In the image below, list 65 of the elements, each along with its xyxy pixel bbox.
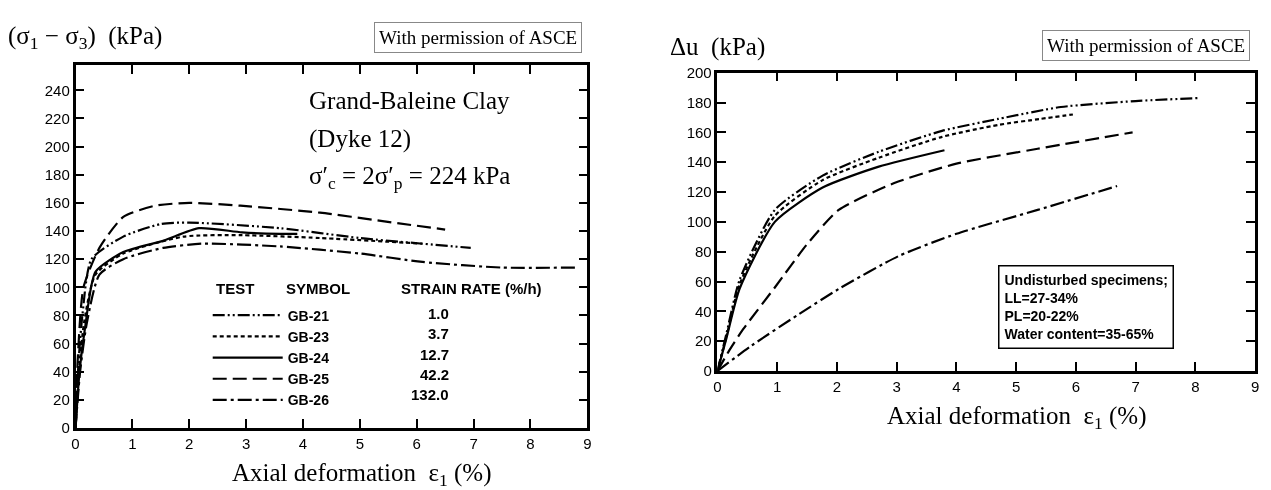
y-tick-label: 140	[686, 153, 712, 171]
x-tick-label: 1	[773, 377, 782, 395]
annotation: 1.0	[428, 305, 449, 322]
legend-label: GB-25	[287, 371, 330, 388]
y-tick-label: 100	[686, 213, 712, 231]
y-tick-label: 160	[686, 123, 712, 141]
x-tick-label: 9	[583, 434, 592, 452]
annotation: 42.2	[420, 366, 450, 383]
text: With permission of ASCE	[379, 27, 578, 48]
y-tick-label: 40	[53, 362, 70, 380]
x-tick-label: 4	[298, 434, 308, 452]
legend-label: GB-26	[287, 392, 330, 409]
x-tick-label: 7	[1131, 377, 1140, 395]
x-tick-label: 8	[1191, 377, 1200, 395]
x-tick-label: 6	[1071, 377, 1081, 395]
x-tick-label: 5	[355, 434, 365, 452]
x-axis-title: Axial deformation ε$_{1}$ (%)	[887, 402, 1147, 434]
legend-label: GB-23	[287, 328, 330, 345]
y-tick-label: 60	[695, 272, 712, 290]
y-tick-label: 100	[44, 278, 70, 296]
y-tick-label: 120	[44, 250, 70, 268]
annotation: 12.7	[420, 346, 450, 363]
annotation: 3.7	[428, 325, 449, 342]
y-tick-label: 120	[686, 183, 712, 201]
annotation: 132.0	[411, 386, 449, 403]
x-tick-label: 9	[1250, 377, 1260, 395]
y-tick-label: 160	[44, 194, 70, 212]
y-tick-label: 0	[61, 419, 70, 437]
y-tick-label: 20	[53, 391, 70, 409]
x-tick-label: 8	[526, 434, 535, 452]
y-tick-label: 80	[53, 306, 70, 324]
y-tick-label: 180	[686, 93, 712, 111]
annotation: Undisturbed specimens; LL=27-34% PL=20-22% Water content=35-65%	[1004, 271, 1168, 343]
y-tick-label: 200	[44, 137, 70, 155]
y-tick-label: 240	[44, 81, 70, 99]
x-tick-label: 2	[832, 377, 842, 395]
y-axis-title: Δu (kPa)	[670, 33, 766, 61]
x-tick-label: 7	[469, 434, 478, 452]
y-tick-label: 60	[53, 334, 70, 352]
x-tick-label: 2	[185, 434, 194, 452]
annotation: SYMBOL	[286, 280, 351, 297]
annotation: σ′$_{c}$ = 2σ′$_{p}$ = 224 kPa	[309, 162, 511, 194]
x-tick-label: 5	[1011, 377, 1021, 395]
y-tick-label: 180	[44, 165, 70, 183]
annotation: Grand-Baleine Clay	[309, 87, 511, 114]
y-tick-label: 140	[44, 222, 70, 240]
y-axis-title: (σ$_{1}$ − σ$_{3}$) (kPa)	[8, 22, 163, 54]
legend-label: GB-21	[287, 307, 330, 324]
annotation: STRAIN RATE (%/h)	[401, 280, 542, 297]
x-tick-label: 3	[892, 377, 901, 395]
y-tick-label: 0	[703, 362, 712, 380]
x-tick-label: 3	[241, 434, 251, 452]
x-tick-label: 1	[128, 434, 137, 452]
legend-label: GB-24	[287, 350, 330, 367]
y-tick-label: 40	[695, 302, 712, 320]
x-tick-label: 6	[412, 434, 421, 452]
text: With permission of ASCE	[1047, 35, 1246, 56]
x-tick-label: 4	[952, 377, 961, 395]
y-tick-label: 20	[695, 332, 712, 350]
annotation: (Dyke 12)	[309, 125, 412, 153]
y-tick-label: 200	[686, 63, 712, 81]
y-tick-label: 220	[44, 109, 70, 127]
y-tick-label: 80	[695, 242, 712, 260]
x-axis-title: Axial deformation ε$_{1}$ (%)	[232, 459, 492, 490]
annotation: TEST	[216, 280, 255, 297]
